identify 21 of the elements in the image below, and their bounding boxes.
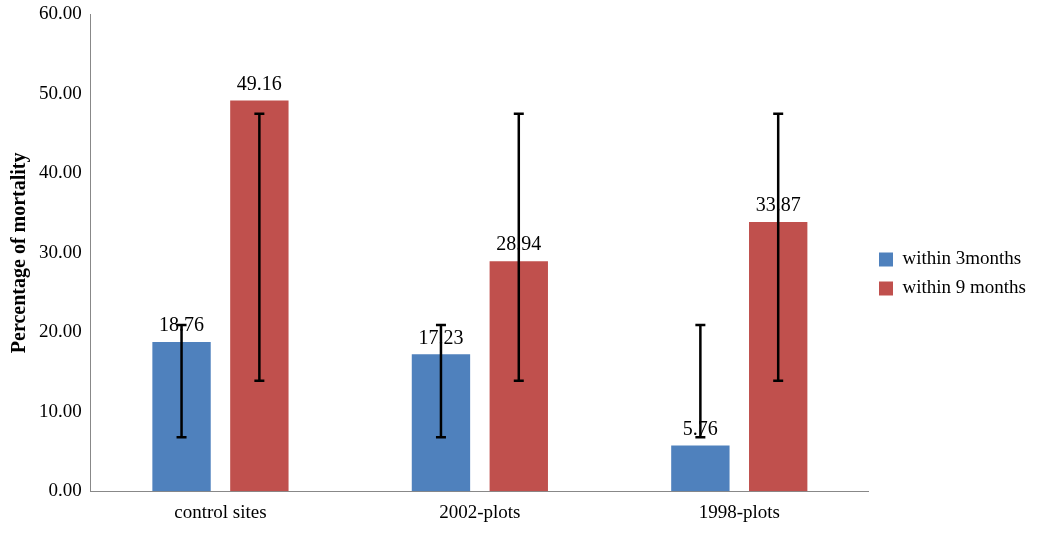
- legend-label: within 9 months: [902, 276, 1027, 298]
- x-tick-label: 2002-plots: [439, 500, 521, 522]
- bar: [411, 354, 471, 492]
- x-tick-label: 1998-plots: [698, 500, 780, 522]
- bar: [152, 342, 211, 492]
- data-label: 49.16: [236, 71, 282, 94]
- y-tick-label: 20.00: [39, 320, 82, 342]
- y-tick-label: 30.00: [39, 240, 82, 262]
- legend-label: within 3months: [902, 247, 1022, 269]
- y-tick-label: 50.00: [39, 81, 82, 103]
- y-tick-label: 10.00: [39, 399, 82, 421]
- y-tick-label: 40.00: [39, 161, 82, 183]
- bar: [749, 222, 808, 492]
- data-label: 18.76: [159, 313, 205, 336]
- x-tick-label: control sites: [174, 500, 267, 522]
- y-tick-label: 60.00: [39, 2, 82, 24]
- y-axis-title: Percentage of mortality: [7, 152, 31, 354]
- bar: [671, 445, 730, 492]
- bar: [230, 100, 289, 492]
- bar: [489, 261, 548, 492]
- y-tick-label: 0.00: [48, 479, 82, 501]
